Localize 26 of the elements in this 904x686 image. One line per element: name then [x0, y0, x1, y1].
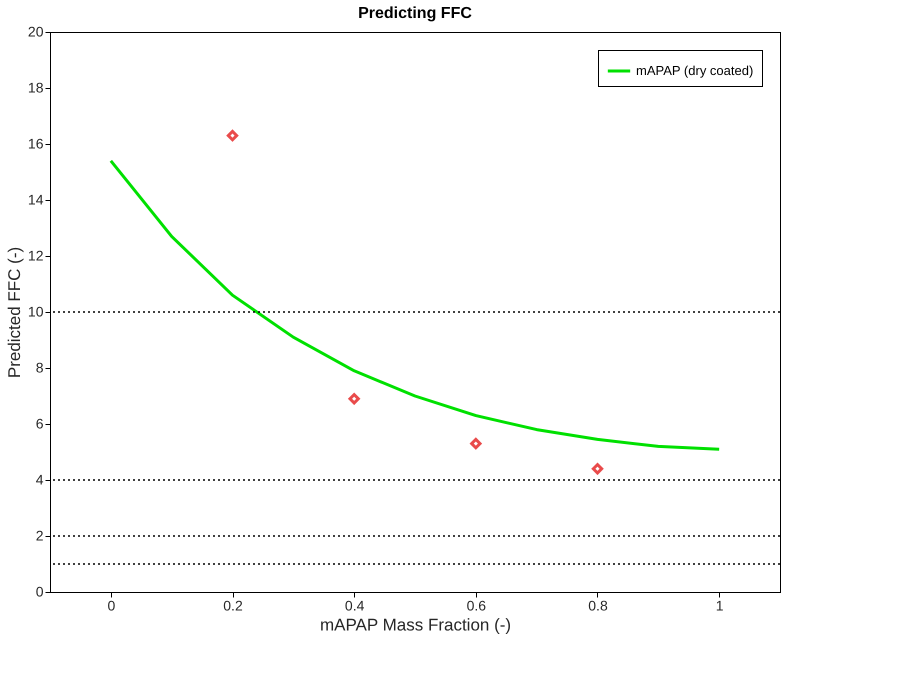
point [470, 438, 482, 450]
x-axis-title: mAPAP Mass Fraction (-) [320, 616, 512, 634]
x-tick-label: 1 [716, 598, 724, 614]
legend-label: mAPAP (dry coated) [636, 63, 754, 78]
y-tick-label: 16 [28, 136, 44, 152]
x-tick-label: 0.8 [588, 598, 608, 614]
y-tick-label: 12 [28, 248, 44, 264]
y-tick-label: 18 [28, 80, 44, 96]
chart-title: Predicting FFC [358, 5, 472, 22]
line-series [109, 159, 721, 451]
point [348, 393, 360, 404]
y-tick-label: 6 [36, 416, 44, 432]
x-tick-label: 0.6 [466, 598, 486, 614]
x-tick-label: 0.4 [344, 598, 365, 614]
y-axis-title: Predicted FFC (-) [4, 246, 24, 378]
point [226, 130, 238, 142]
y-tick-label: 8 [36, 360, 44, 376]
y-tick-label: 0 [36, 584, 44, 600]
y-tick-label: 2 [36, 528, 44, 544]
y-tick-label: 14 [28, 192, 44, 208]
x-tick-label: 0.2 [223, 598, 243, 614]
point [592, 463, 604, 474]
y-tick-label: 10 [28, 304, 44, 320]
y-tick-label: 4 [36, 472, 44, 488]
y-tick-label: 20 [28, 24, 44, 40]
x-tick-label: 0 [107, 598, 116, 614]
